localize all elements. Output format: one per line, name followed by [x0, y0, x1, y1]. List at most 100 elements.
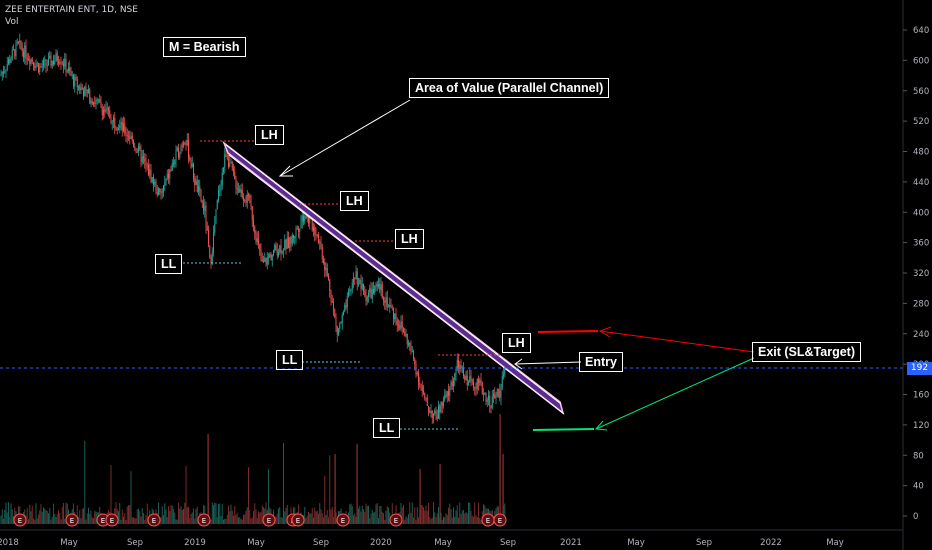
candle-body [313, 226, 314, 231]
volume-bar [245, 510, 247, 524]
candle-body [238, 189, 239, 190]
volume-bar [175, 519, 177, 524]
volume-bar [331, 506, 333, 524]
volume-bar [129, 504, 131, 524]
candle-body [443, 399, 444, 406]
candle-body [489, 395, 491, 406]
volume-bar [263, 507, 264, 524]
candle-body [166, 173, 168, 179]
volume-bar [473, 516, 474, 524]
candle-body [89, 89, 91, 104]
candle-body [338, 329, 339, 335]
volume-bar [328, 517, 329, 524]
volume-bar [354, 513, 356, 524]
candle-body [128, 136, 129, 137]
candle-body [225, 154, 227, 157]
candle-body [16, 41, 18, 43]
volume-bar [249, 509, 251, 524]
volume-bar [144, 519, 146, 524]
volume-bar [330, 509, 332, 524]
earnings-marker-label: E [18, 517, 22, 525]
volume-bar [310, 513, 312, 524]
volume-spike [334, 454, 336, 524]
candle-body [50, 55, 52, 66]
candle-body [411, 351, 413, 353]
volume-bar [258, 511, 259, 524]
x-tick-label: 2022 [760, 538, 782, 548]
candle-body [101, 107, 103, 116]
candle-body [211, 252, 213, 264]
volume-bar [374, 511, 376, 524]
candle-body [194, 178, 196, 186]
volume-bar [168, 506, 169, 524]
candle-body [248, 194, 249, 196]
candle-body [236, 188, 238, 190]
candle-body [9, 58, 11, 63]
volume-bar [184, 502, 186, 524]
candle-body [413, 351, 414, 359]
volume-bar [458, 517, 459, 524]
volume-bar [90, 510, 92, 524]
volume-bar [238, 517, 239, 524]
volume-bar [61, 506, 63, 524]
volume-bar [210, 519, 212, 524]
candle-body [316, 234, 318, 236]
candle-body [124, 123, 126, 134]
candle-body [450, 382, 452, 389]
candle-body [173, 163, 174, 165]
volume-bar [426, 510, 428, 524]
volume-spike [439, 464, 441, 524]
volume-bar [64, 518, 66, 524]
candle-body [85, 86, 87, 90]
candle-body [288, 237, 289, 248]
candle-body [478, 378, 479, 384]
volume-bar [191, 512, 193, 524]
volume-bar [318, 513, 319, 524]
channel-upper-line [225, 144, 562, 405]
volume-bar [244, 514, 246, 524]
candle-body [33, 61, 34, 66]
area-of-value-label: Area of Value (Parallel Channel) [408, 78, 610, 98]
candle-body [385, 297, 387, 303]
volume-bar [134, 518, 136, 524]
volume-bar [359, 506, 361, 524]
candle-body [94, 102, 96, 104]
volume-bar [476, 517, 478, 524]
volume-bar [30, 511, 32, 524]
candle-body [409, 342, 411, 346]
candle-body [10, 59, 12, 63]
volume-bar [478, 502, 479, 524]
candle-body [279, 245, 281, 252]
volume-bar [85, 519, 87, 524]
candle-body [230, 161, 232, 164]
volume-bar [446, 514, 448, 524]
candle-body [488, 395, 489, 400]
candle-body [160, 192, 162, 193]
volume-bar [449, 503, 451, 524]
volume-bar [128, 505, 129, 524]
candle-body [491, 396, 493, 408]
volume-bar [365, 503, 367, 524]
candle-body [345, 305, 347, 308]
candle-body [23, 51, 24, 58]
x-tick-label: May [60, 538, 78, 548]
candle-body [394, 313, 396, 320]
candle-body [416, 372, 418, 375]
candle-body [275, 244, 277, 251]
volume-bar [1, 509, 3, 524]
volume-bar [335, 512, 337, 524]
volume-bar [413, 517, 414, 524]
volume-bar [433, 502, 434, 524]
candle-body [229, 163, 231, 167]
candle-body [186, 140, 188, 146]
volume-bar [13, 515, 14, 524]
candle-body [110, 117, 112, 123]
volume-bar [14, 507, 16, 524]
candle-body [256, 238, 258, 242]
volume-bar [464, 513, 466, 524]
candle-body [231, 161, 233, 170]
volume-bar [94, 510, 96, 524]
volume-bar [196, 506, 198, 524]
volume-bar [76, 505, 78, 524]
